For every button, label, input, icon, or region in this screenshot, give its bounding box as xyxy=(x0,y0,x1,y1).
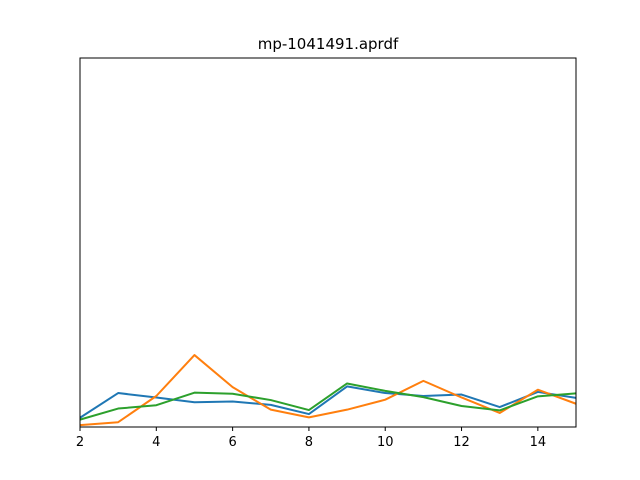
x-axis: 2 4 6 8 10 12 14 xyxy=(76,427,546,450)
series-line-3 xyxy=(79,382,577,421)
series-line-1 xyxy=(79,385,577,419)
chart-title: mp-1041491.aprdf xyxy=(258,35,399,53)
x-tick-label: 10 xyxy=(377,435,394,450)
x-tick-label: 6 xyxy=(228,435,236,450)
x-tick-label: 8 xyxy=(305,435,313,450)
x-tick-label: 2 xyxy=(76,435,84,450)
series-layer xyxy=(79,354,577,427)
x-tick-label: 12 xyxy=(453,435,470,450)
plot-frame xyxy=(79,57,577,428)
x-tick-label: 14 xyxy=(530,435,547,450)
x-tick-label: 4 xyxy=(152,435,160,450)
